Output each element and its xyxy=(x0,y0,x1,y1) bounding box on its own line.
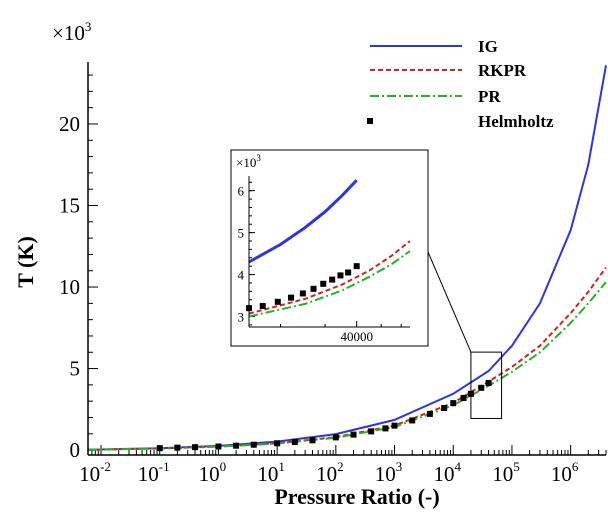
inset-background xyxy=(230,149,429,347)
helmholtz-marker xyxy=(192,444,199,451)
y-tick-label: 5 xyxy=(70,357,81,381)
x-tick-base: 10 xyxy=(138,462,159,486)
x-tick-base: 10 xyxy=(199,462,220,486)
helmholtz-marker xyxy=(485,379,492,386)
main-axes-frame xyxy=(87,62,606,456)
zoom-indicator xyxy=(427,251,503,419)
inset-y-multiplier: ×103 xyxy=(236,153,261,170)
helmholtz-marker xyxy=(291,438,298,445)
inset-series xyxy=(246,179,411,318)
x-tick-exp: 4 xyxy=(454,459,461,474)
inset-helmholtz-marker xyxy=(345,269,352,276)
y-multiplier-base: ×10 xyxy=(52,21,85,45)
x-tick-exp: -1 xyxy=(159,459,170,474)
helmholtz-marker xyxy=(332,434,339,441)
x-tick-label: 104 xyxy=(433,459,461,486)
x-tick-base: 10 xyxy=(79,462,100,486)
helmholtz-marker xyxy=(441,405,448,412)
helmholtz-marker xyxy=(368,428,375,435)
inset-helmholtz-marker xyxy=(310,285,317,292)
helmholtz-marker xyxy=(350,431,357,438)
inset-x-tick-label: 40000 xyxy=(340,329,373,344)
inset-y-tick-label: 6 xyxy=(238,184,245,199)
inset-series-line-rkpr xyxy=(248,240,411,315)
x-tick-exp: 2 xyxy=(337,459,344,474)
x-tick-exp: 1 xyxy=(278,459,285,474)
legend-label-pr: PR xyxy=(478,87,501,106)
helmholtz-marker xyxy=(233,442,240,449)
legend: IG RKPR PR Helmholtz xyxy=(367,37,554,131)
x-tick-label: 106 xyxy=(551,459,579,486)
legend-label-rkpr: RKPR xyxy=(478,61,527,80)
x-tick-exp: 6 xyxy=(572,459,579,474)
zoom-box xyxy=(470,351,503,419)
inset-helmholtz-marker xyxy=(288,294,295,301)
inset-series-line-pr xyxy=(248,250,411,318)
inset-axes-frame xyxy=(248,176,410,328)
inset-y-tick-label: 3 xyxy=(238,310,245,325)
inset-y-multiplier-exp: 3 xyxy=(256,153,261,163)
inset-helmholtz-marker xyxy=(274,298,281,305)
x-tick-base: 10 xyxy=(316,462,337,486)
inset-helmholtz-marker xyxy=(329,276,336,283)
inset-helmholtz-marker xyxy=(259,303,266,310)
y-tick-label: 20 xyxy=(59,112,80,136)
helmholtz-marker xyxy=(426,410,433,417)
inset-y-tick-label: 5 xyxy=(238,226,245,241)
x-tick-base: 10 xyxy=(492,462,513,486)
series-line-pr xyxy=(87,281,607,451)
helmholtz-marker xyxy=(250,441,257,448)
inset-series-line-ig xyxy=(248,179,358,264)
helmholtz-marker xyxy=(382,425,389,432)
x-tick-exp: 3 xyxy=(396,459,403,474)
x-tick-base: 10 xyxy=(551,462,572,486)
y-tick-label: 0 xyxy=(70,438,81,462)
x-tick-base: 10 xyxy=(433,462,454,486)
x-tick-label: 100 xyxy=(199,459,227,486)
inset-y-multiplier-base: ×10 xyxy=(236,155,256,170)
inset-helmholtz-marker xyxy=(320,280,327,287)
helmholtz-marker xyxy=(309,437,316,444)
inset-helmholtz-marker xyxy=(299,290,306,297)
x-tick-label: 102 xyxy=(316,459,344,486)
x-tick-exp: -2 xyxy=(100,459,111,474)
inset-axis-ticks: 3 4 5 6 40000 xyxy=(238,181,402,344)
x-tick-label: 10-1 xyxy=(138,459,170,486)
x-tick-label: 10-2 xyxy=(79,459,111,486)
helmholtz-marker xyxy=(391,422,398,429)
y-tick-label: 10 xyxy=(59,275,80,299)
legend-marker-helmholtz xyxy=(367,118,373,124)
inset-helmholtz-marker xyxy=(353,263,360,270)
x-tick-exp: 0 xyxy=(220,459,227,474)
legend-label-helmholtz: Helmholtz xyxy=(478,112,554,131)
x-axis-title: Pressure Ratio (-) xyxy=(274,484,439,509)
legend-label-ig: IG xyxy=(478,37,498,56)
x-tick-label: 103 xyxy=(375,459,403,486)
x-tick-exp: 5 xyxy=(513,459,520,474)
zoom-connector-line xyxy=(427,251,472,353)
y-multiplier-exp: 3 xyxy=(85,19,92,34)
x-tick-base: 10 xyxy=(375,462,396,486)
helmholtz-marker xyxy=(460,394,467,401)
helmholtz-marker xyxy=(409,417,416,424)
helmholtz-marker xyxy=(478,384,485,391)
inset-y-tick-label: 4 xyxy=(238,268,245,283)
helmholtz-marker xyxy=(174,444,181,451)
x-tick-base: 10 xyxy=(257,462,278,486)
main-series xyxy=(87,65,607,452)
y-axis-title: T (K) xyxy=(13,236,38,288)
helmholtz-marker xyxy=(215,443,222,450)
inset-helmholtz-marker xyxy=(337,272,344,279)
helmholtz-marker xyxy=(156,445,163,452)
helmholtz-marker xyxy=(274,440,281,447)
x-tick-label: 105 xyxy=(492,459,520,486)
y-tick-label: 15 xyxy=(59,194,80,218)
y-multiplier: ×103 xyxy=(52,19,91,45)
x-tick-label: 101 xyxy=(257,459,285,486)
helmholtz-marker xyxy=(450,400,457,407)
